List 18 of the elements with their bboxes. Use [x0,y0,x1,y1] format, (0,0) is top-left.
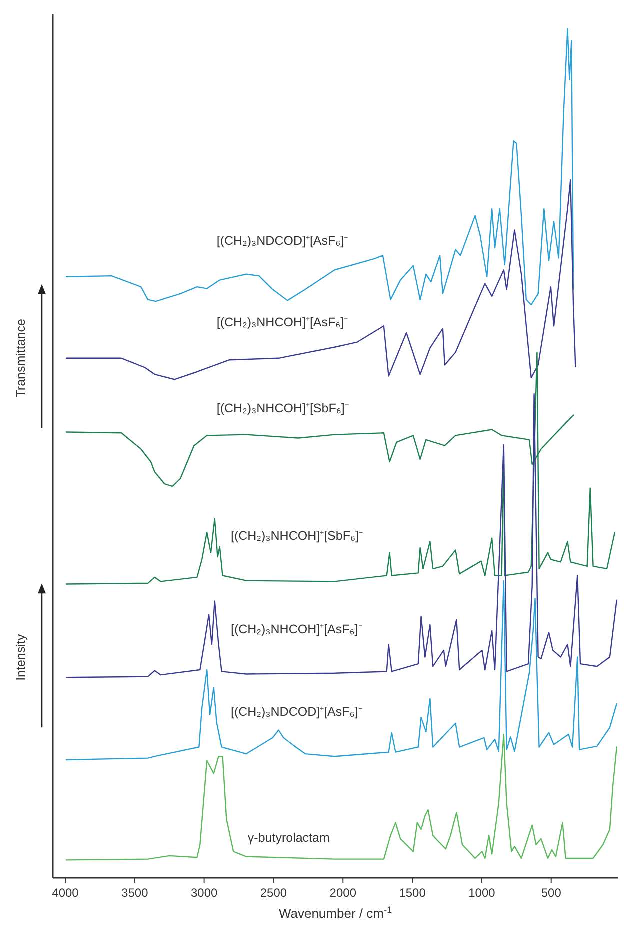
series-label: [(CH₂)₃NHCOH]⁺[SbF₆]⁻ [230,529,363,544]
series-label: [(CH₂)₃NHCOH]⁺[SbF₆]⁻ [216,401,349,416]
x-tick-label: 3000 [190,886,218,900]
x-tick-label: 3500 [122,886,149,900]
x-tick-label: 2000 [330,886,357,900]
x-tick-label: 500 [541,886,562,900]
x-tick-label: 2500 [260,886,288,900]
series-label: [(CH₂)₃NDCOD]⁺[AsF₆]⁻ [230,704,362,719]
text: Transmittance [14,319,28,398]
series-label: γ-butyrolactam [248,831,330,846]
text: Intensity [14,634,28,681]
x-tick-label: 4000 [52,886,80,900]
series-label: [(CH₂)₃NHCOH]⁺[AsF₆]⁻ [216,315,348,330]
series-label: [(CH₂)₃NDCOD]⁺[AsF₆]⁻ [216,234,348,248]
x-tick-label: 1500 [399,886,426,900]
series-label: [(CH₂)₃NHCOH]⁺[AsF₆]⁻ [230,622,362,637]
x-axis-title: Wavenumber / cm$^{-1}$ [278,905,392,921]
x-tick-label: 1000 [468,886,496,900]
